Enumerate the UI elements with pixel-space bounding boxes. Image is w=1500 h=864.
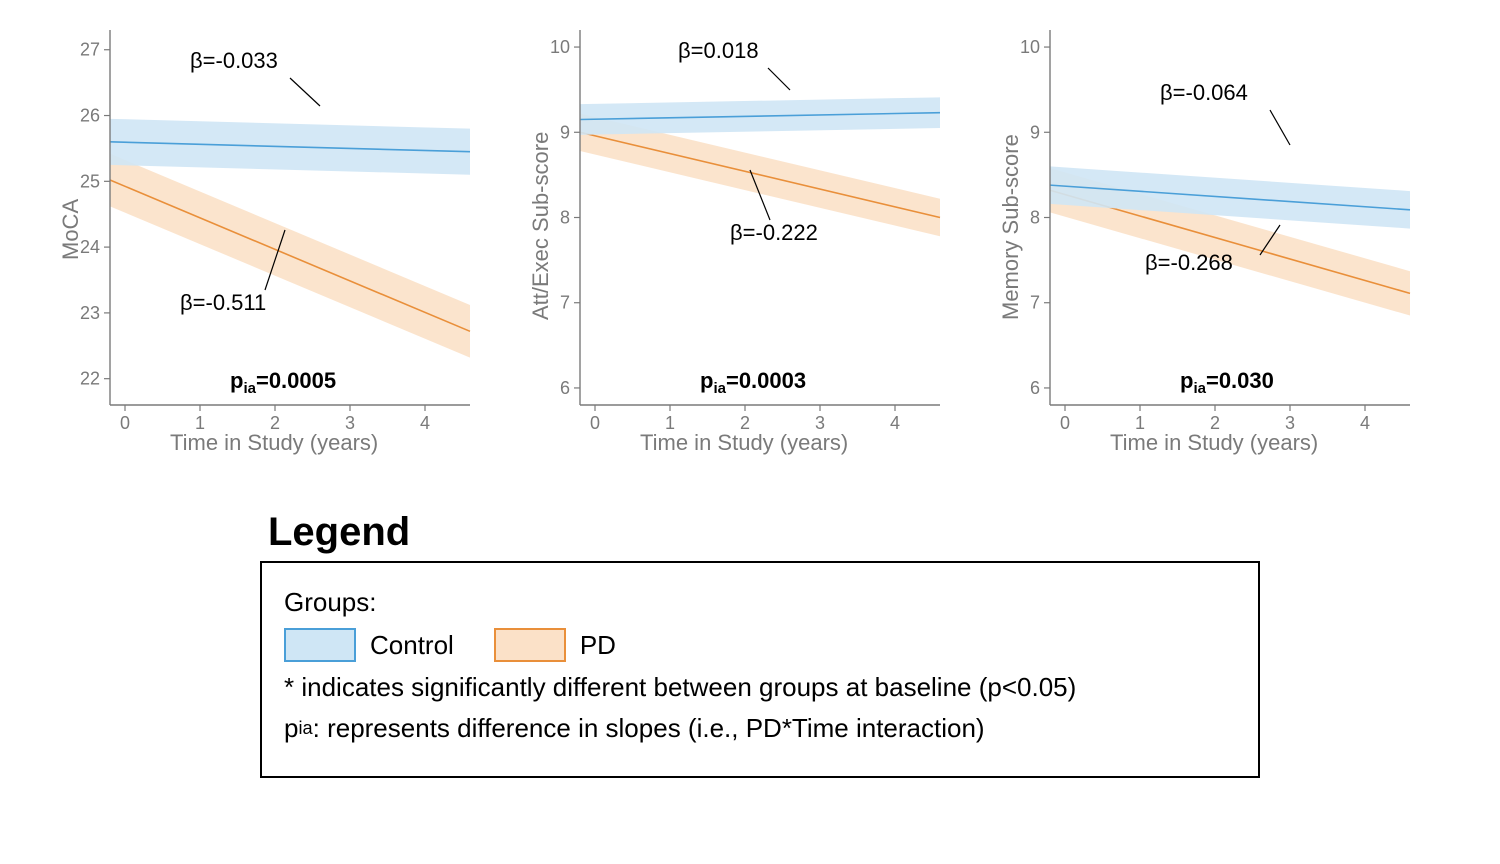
panel-a-svg: 22232425262701234β=-0.033β=-0.511pia=0.0… [40,10,480,430]
panel-c: (C) 67891001234β=-0.064β=-0.268pia=0.030… [980,10,1420,430]
svg-text:3: 3 [345,413,355,430]
svg-text:23: 23 [80,303,100,323]
svg-text:1: 1 [195,413,205,430]
svg-text:9: 9 [1030,122,1040,142]
svg-text:2: 2 [270,413,280,430]
svg-text:β=0.018: β=0.018 [678,38,759,63]
svg-text:2: 2 [740,413,750,430]
legend-note-star: * indicates significantly different betw… [284,672,1236,703]
svg-text:β=-0.268: β=-0.268 [1145,250,1233,275]
panel-b-svg: 67891001234β=0.018β=-0.222pia=0.0003 [510,10,950,430]
svg-text:β=-0.222: β=-0.222 [730,220,818,245]
panel-b: (B) 67891001234β=0.018β=-0.222pia=0.0003… [510,10,950,430]
panel-a-ylabel: MoCA [58,199,84,260]
svg-text:0: 0 [120,413,130,430]
legend-pia-text: : represents difference in slopes (i.e.,… [313,713,985,744]
legend-inner: Groups: Control PD * indicates significa… [260,561,1260,778]
svg-text:4: 4 [1360,413,1370,430]
panel-b-plot: 67891001234β=0.018β=-0.222pia=0.0003 Att… [510,10,950,430]
svg-text:8: 8 [1030,208,1040,228]
panel-c-ylabel: Memory Sub-score [998,134,1024,320]
svg-text:β=-0.064: β=-0.064 [1160,80,1248,105]
swatch-control [284,628,356,662]
legend-groups-label: Groups: [284,587,1236,618]
svg-text:0: 0 [590,413,600,430]
svg-text:1: 1 [1135,413,1145,430]
panel-a-plot: 22232425262701234β=-0.033β=-0.511pia=0.0… [40,10,480,430]
svg-text:β=-0.033: β=-0.033 [190,48,278,73]
panel-a: (A) 22232425262701234β=-0.033β=-0.511pia… [40,10,480,430]
svg-text:7: 7 [560,293,570,313]
swatch-pd [494,628,566,662]
legend-swatches: Control PD [284,628,1236,662]
svg-text:10: 10 [1020,37,1040,57]
svg-text:4: 4 [420,413,430,430]
panel-b-xlabel: Time in Study (years) [640,430,848,456]
legend-pia-sub: ia [298,718,312,739]
panel-c-svg: 67891001234β=-0.064β=-0.268pia=0.030 [980,10,1420,430]
svg-text:3: 3 [1285,413,1295,430]
panel-a-xlabel: Time in Study (years) [170,430,378,456]
legend-title: Legend [268,510,1260,555]
svg-text:9: 9 [560,122,570,142]
legend: Legend Groups: Control PD * indicates si… [260,510,1260,778]
panels-row: (A) 22232425262701234β=-0.033β=-0.511pia… [0,10,1460,430]
svg-text:β=-0.511: β=-0.511 [180,290,266,315]
panel-c-xlabel: Time in Study (years) [1110,430,1318,456]
svg-text:8: 8 [560,208,570,228]
legend-note-pia: pia: represents difference in slopes (i.… [284,713,1236,744]
legend-pia-prefix: p [284,713,298,744]
svg-text:22: 22 [80,369,100,389]
svg-text:10: 10 [550,37,570,57]
svg-text:27: 27 [80,40,100,60]
svg-text:0: 0 [1060,413,1070,430]
svg-text:26: 26 [80,106,100,126]
swatch-control-label: Control [370,630,454,661]
swatch-pd-label: PD [580,630,616,661]
svg-text:2: 2 [1210,413,1220,430]
svg-text:7: 7 [1030,293,1040,313]
svg-text:1: 1 [665,413,675,430]
svg-text:4: 4 [890,413,900,430]
panel-b-ylabel: Att/Exec Sub-score [528,132,554,320]
svg-text:25: 25 [80,171,100,191]
svg-text:3: 3 [815,413,825,430]
svg-text:6: 6 [560,378,570,398]
svg-text:6: 6 [1030,378,1040,398]
panel-c-plot: 67891001234β=-0.064β=-0.268pia=0.030 Mem… [980,10,1420,430]
